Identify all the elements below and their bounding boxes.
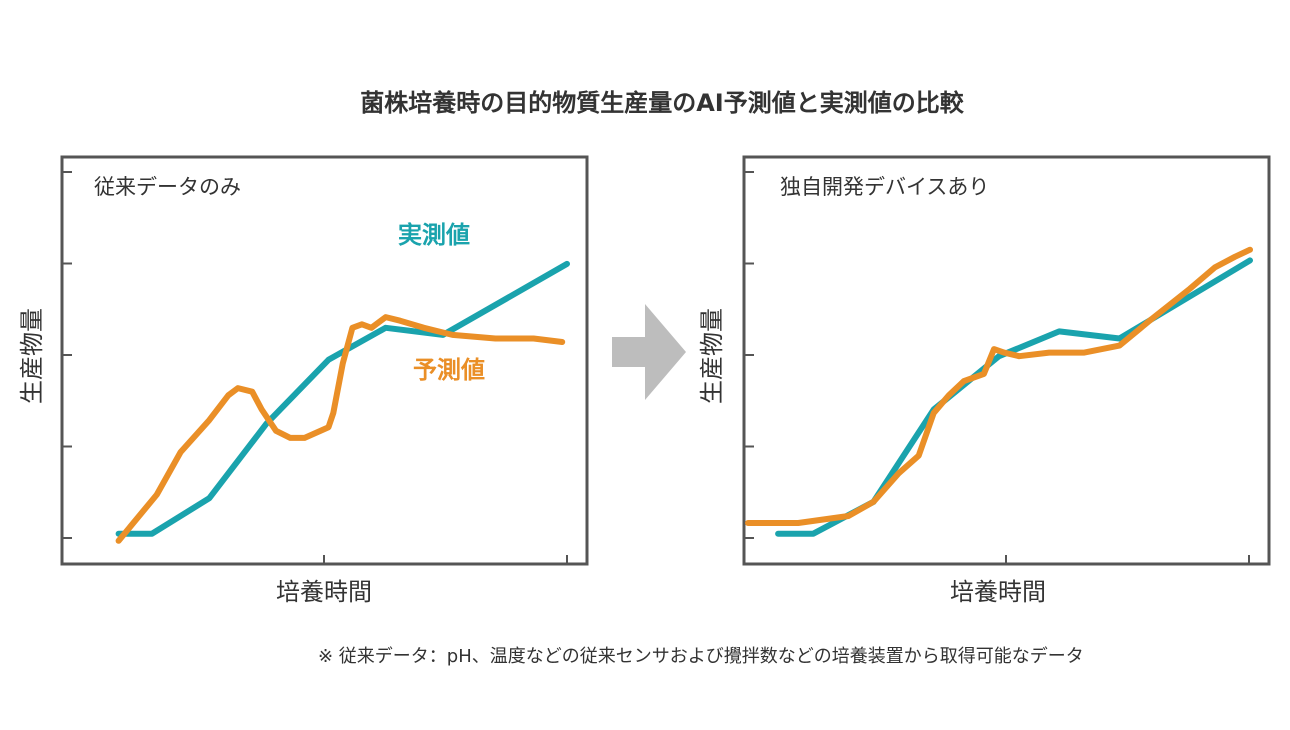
right-chart-panel: 独自開発デバイスあり 生産物量 培養時間 bbox=[698, 155, 1271, 606]
right-arrow-icon bbox=[612, 304, 686, 400]
chart-title: 菌株培養時の目的物質生産量のAI予測値と実測値の比較 bbox=[360, 89, 965, 117]
left-actual-series-line bbox=[115, 260, 570, 537]
right-series-lines bbox=[745, 246, 1253, 537]
left-series-lines bbox=[115, 260, 570, 544]
left-predicted-series-line bbox=[115, 314, 566, 544]
left-x-axis-label: 培養時間 bbox=[276, 578, 372, 606]
left-panel-label: 従来データのみ bbox=[94, 175, 241, 199]
right-predicted-series-line bbox=[745, 246, 1253, 526]
left-y-axis-label: 生産物量 bbox=[18, 308, 46, 404]
footnote: ※ 従来データ：pH、温度などの従来センサおよび攪拌数などの培養装置から取得可能… bbox=[318, 646, 1084, 667]
left-chart-panel: 従来データのみ 生産物量 培養時間 実測値 予測値 bbox=[18, 155, 589, 606]
left-axis-ticks bbox=[62, 171, 568, 564]
right-actual-series-line bbox=[775, 257, 1253, 537]
right-y-axis-label: 生産物量 bbox=[698, 308, 726, 404]
right-x-axis-label: 培養時間 bbox=[950, 578, 1046, 606]
left-predicted-annotation: 予測値 bbox=[413, 356, 485, 384]
right-plot-frame bbox=[742, 155, 1271, 566]
left-actual-annotation: 実測値 bbox=[398, 221, 470, 249]
right-axis-ticks bbox=[744, 171, 1250, 564]
right-panel-label: 独自開発デバイスあり bbox=[780, 175, 989, 199]
